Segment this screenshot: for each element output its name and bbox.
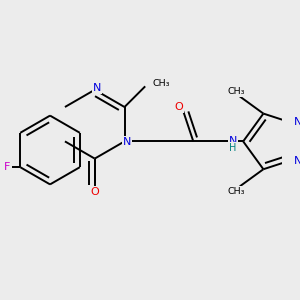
Text: N: N	[229, 136, 238, 146]
Text: O: O	[174, 103, 183, 112]
Text: N: N	[93, 83, 101, 93]
Text: F: F	[4, 162, 10, 172]
Text: N: N	[294, 117, 300, 127]
Text: N: N	[123, 137, 131, 147]
Text: CH₃: CH₃	[153, 80, 170, 88]
Text: O: O	[90, 187, 99, 197]
Text: CH₃: CH₃	[228, 187, 245, 196]
Text: H: H	[229, 143, 237, 153]
Text: CH₃: CH₃	[228, 87, 245, 96]
Text: N: N	[294, 156, 300, 166]
